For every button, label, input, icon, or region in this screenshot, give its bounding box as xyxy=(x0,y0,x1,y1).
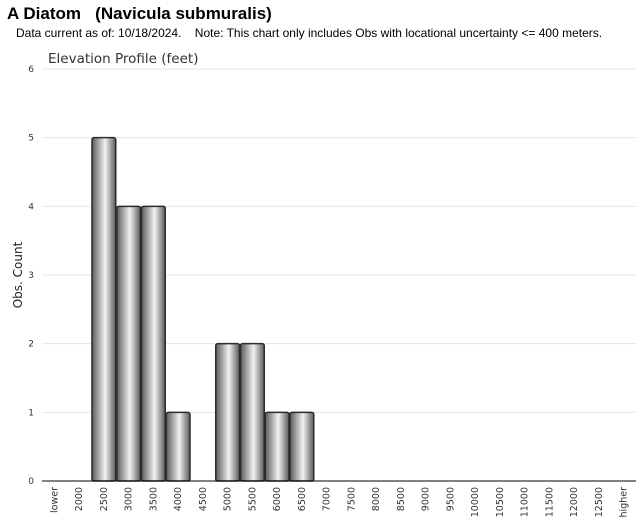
x-tick-label: 8500 xyxy=(396,487,407,511)
x-tick-label: 2500 xyxy=(99,487,110,511)
x-tick-label: 4500 xyxy=(198,487,209,511)
bar-3000 xyxy=(115,205,142,482)
y-tick-label: 2 xyxy=(28,340,34,350)
x-tick-label: 12000 xyxy=(569,487,580,517)
x-tick-label: 9500 xyxy=(445,487,456,511)
x-tick-label: 5500 xyxy=(247,487,258,511)
x-tick-label: 10500 xyxy=(495,487,506,517)
x-tick-label: 7000 xyxy=(322,487,333,511)
bar-5000 xyxy=(214,342,241,482)
x-tick-label: lower xyxy=(49,487,60,513)
y-tick-label: 3 xyxy=(28,271,34,281)
x-tick-label: 3000 xyxy=(124,487,135,511)
chart-title: Elevation Profile (feet) xyxy=(48,51,198,67)
x-tick-label: 6500 xyxy=(297,487,308,511)
x-axis-ticks: lower 2000 2500 3000 3500 4000 4500 5000 5500 600… xyxy=(49,487,629,518)
page-subtitle: Data current as of: 10/18/2024. Note: Th… xyxy=(16,26,603,40)
x-tick-label: 6000 xyxy=(272,487,283,511)
bar-3500 xyxy=(140,205,167,482)
x-tick-label: 3500 xyxy=(148,487,159,511)
x-tick-label: 11000 xyxy=(520,487,531,517)
y-tick-label: 6 xyxy=(28,65,34,75)
x-tick-label: higher xyxy=(619,487,630,518)
y-tick-label: 4 xyxy=(28,202,34,212)
x-tick-label: 4000 xyxy=(173,487,184,511)
x-tick-label: 8000 xyxy=(371,487,382,511)
y-tick-label: 5 xyxy=(28,134,34,144)
bar-6000 xyxy=(264,411,290,482)
x-tick-label: 9000 xyxy=(421,487,432,511)
x-tick-label: 7500 xyxy=(346,487,357,511)
y-tick-label: 1 xyxy=(28,408,34,418)
bar-2500 xyxy=(91,136,117,482)
y-tick-label: 0 xyxy=(28,477,34,487)
x-tick-label: 10000 xyxy=(470,487,481,517)
bar-6500 xyxy=(289,411,315,482)
x-tick-label: 11500 xyxy=(544,487,555,517)
x-tick-label: 12500 xyxy=(594,487,605,517)
bar-5500 xyxy=(239,342,266,482)
x-tick-label: 2000 xyxy=(74,487,85,511)
page-title: A Diatom (Navicula submuralis) xyxy=(7,4,272,23)
bar-4000 xyxy=(165,411,191,482)
y-axis-ticks: 0 1 2 3 4 5 6 xyxy=(28,65,34,487)
x-tick-label: 5000 xyxy=(223,487,234,511)
bars xyxy=(91,136,315,482)
y-axis-title: Obs. Count xyxy=(11,241,25,308)
